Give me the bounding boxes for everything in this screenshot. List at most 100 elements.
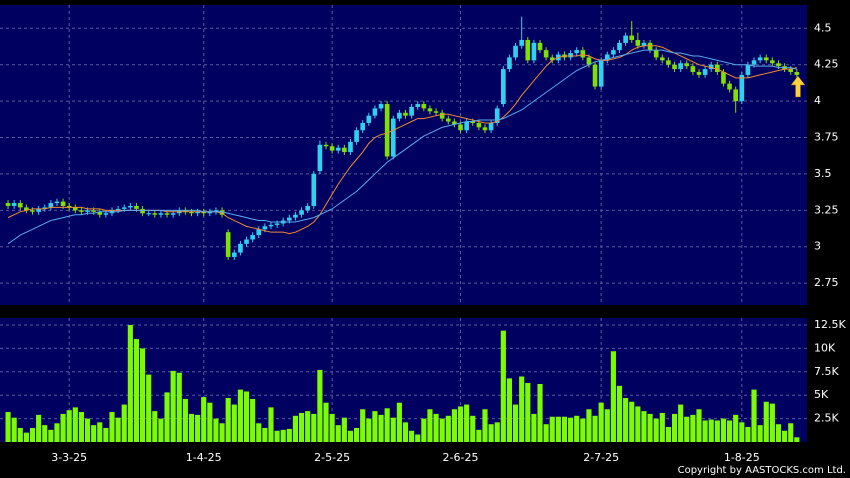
candle-body <box>311 173 317 206</box>
volume-bar <box>476 429 482 442</box>
volume-bar <box>17 427 23 442</box>
volume-bar <box>592 415 598 442</box>
candle-body <box>201 211 207 214</box>
volume-bar <box>512 404 519 442</box>
x-tick-label: 3-3-25 <box>51 451 87 464</box>
candle-body <box>586 57 592 65</box>
volume-bar <box>757 425 763 442</box>
candle-body <box>66 205 72 208</box>
candle-body <box>531 42 537 61</box>
candle-body <box>403 112 408 116</box>
volume-bar <box>543 424 549 442</box>
volume-bar <box>763 401 769 442</box>
y-tick-label: 2.5K <box>814 412 839 425</box>
candle-body <box>329 146 335 151</box>
volume-bar <box>788 423 794 442</box>
volume-bar <box>775 424 782 442</box>
x-tick-label: 2-7-25 <box>583 451 619 464</box>
candle-body <box>48 203 54 208</box>
volume-bar <box>421 418 427 442</box>
candle-body <box>152 213 158 215</box>
candle-body <box>183 210 188 212</box>
volume-bar <box>690 414 696 442</box>
volume-bar <box>396 402 402 442</box>
volume-bar <box>678 404 684 442</box>
candle-body <box>617 42 622 51</box>
candle-body <box>733 89 739 102</box>
candle-body <box>702 69 708 75</box>
candle-body <box>696 71 702 75</box>
candle-body <box>195 211 200 214</box>
volume-bar <box>769 403 775 442</box>
candle-body <box>598 60 604 87</box>
volume-bar <box>54 423 60 442</box>
candle-body <box>537 42 543 51</box>
volume-bar <box>629 401 635 442</box>
candle-body <box>354 130 359 142</box>
volume-bar <box>121 404 127 442</box>
candle-body <box>476 122 482 128</box>
volume-bar <box>213 418 219 442</box>
volume-bar <box>506 378 513 442</box>
candle-body <box>390 118 396 157</box>
x-tick-label: 2-5-25 <box>314 451 350 464</box>
candle-body <box>421 104 427 109</box>
candle-body <box>427 108 433 112</box>
candle-body <box>225 232 231 257</box>
candle-body <box>189 211 194 214</box>
candle-body <box>11 203 17 206</box>
volume-bar <box>586 409 592 442</box>
volume-bar <box>36 414 42 442</box>
volume-bar <box>366 418 372 442</box>
candle-body <box>708 64 714 70</box>
candle-body <box>611 50 616 55</box>
volume-bar <box>671 413 678 442</box>
volume-bar <box>457 406 464 442</box>
candle-body <box>604 54 610 61</box>
candle-body <box>366 115 372 123</box>
volume-bar <box>378 414 384 442</box>
volume-bar <box>616 385 623 442</box>
volume-bar <box>708 419 714 442</box>
candle-body <box>121 207 127 209</box>
volume-bar <box>274 430 280 442</box>
volume-bar <box>201 397 207 442</box>
volume-bar <box>384 408 390 442</box>
copyright: Copyright by AASTOCKS.com Ltd. <box>678 465 846 476</box>
volume-bar <box>84 418 91 442</box>
volume-bar <box>317 369 323 442</box>
candle-body <box>231 252 237 257</box>
candle-body <box>170 213 176 215</box>
volume-bar <box>237 389 243 442</box>
candle-body <box>85 210 90 212</box>
candle-body <box>134 205 139 209</box>
volume-bar <box>402 422 409 442</box>
candle-body <box>256 229 262 236</box>
candle-body <box>91 210 96 212</box>
candle-body <box>24 207 29 211</box>
volume-bar <box>176 372 182 442</box>
volume-bar <box>720 418 727 442</box>
candle-body <box>415 104 421 107</box>
candle-body <box>666 60 671 65</box>
volume-bar <box>665 427 671 442</box>
volume-bar <box>360 409 366 442</box>
volume-bar <box>280 429 286 442</box>
volume-bar <box>580 418 586 442</box>
candle-body <box>770 60 775 64</box>
volume-bar <box>549 416 555 442</box>
candle-body <box>262 226 268 230</box>
volume-bar <box>568 417 574 442</box>
candle-body <box>672 64 677 70</box>
candle-body <box>543 50 549 58</box>
candle-body <box>17 203 23 208</box>
candle-body <box>79 210 84 212</box>
volume-bar <box>250 398 256 442</box>
candle-body <box>250 235 255 240</box>
candle-body <box>580 50 586 58</box>
price-panel <box>0 5 807 305</box>
candle-body <box>525 39 531 61</box>
volume-bar <box>78 412 84 442</box>
candle-body <box>659 57 665 61</box>
